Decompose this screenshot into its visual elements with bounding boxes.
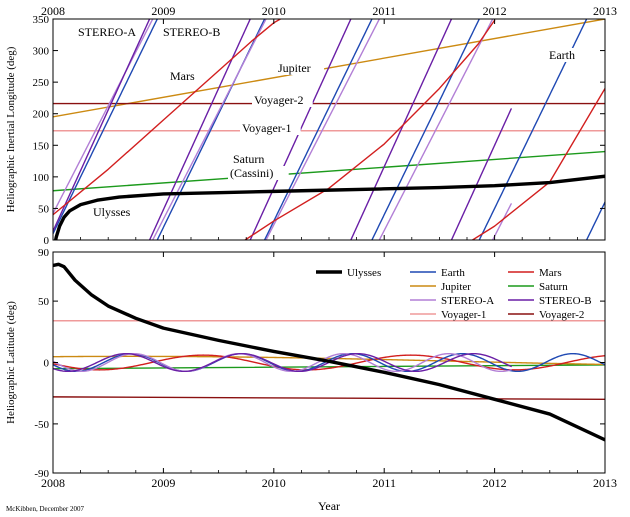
legend-label-voyager-2: Voyager-2 [539, 309, 584, 321]
y-tick-label: 0 [44, 358, 50, 370]
series-line-ulysses-1-8 [53, 262, 605, 442]
annotation-voyager-1: Voyager-1 [242, 121, 292, 135]
y-tick-label: -50 [34, 419, 49, 431]
annotation-bg-cassini [228, 166, 289, 180]
annotation-bg-stereo-b [161, 25, 216, 39]
series-line-stereo-a-0-5-seg4 [491, 203, 512, 240]
x-tick-label: 2009 [151, 4, 175, 18]
legend-label-saturn: Saturn [539, 281, 568, 293]
annotation-bg-jupiter [276, 61, 325, 75]
series-line-stereo-a-0-5-seg1 [152, 19, 267, 240]
legend-label-jupiter: Jupiter [441, 281, 471, 293]
x-tick-label: 2011 [372, 4, 396, 18]
annotation-bg-voyager-1 [240, 121, 301, 135]
series-line-stereo-a-0-5-seg0 [53, 19, 154, 215]
y-tick-label: 150 [33, 140, 50, 152]
annotation-stereo-b: STEREO-B [163, 25, 220, 39]
series-line-mars-0-9 [471, 87, 605, 240]
annotation-jupiter: Jupiter [278, 61, 311, 75]
longitude-panel: 2008 2009 2010 2011 2012 2013 0 50 100 150 200 250 3… [5, 4, 617, 247]
y-tick-label: -90 [34, 468, 49, 480]
legend: Ulysses Earth Mars Jupiter Saturn STEREO-A STE… [316, 267, 592, 321]
series-line-stereo-b-1-7 [53, 352, 512, 373]
series-line-earth-0-4-seg2 [263, 19, 373, 240]
annotation-cassini: (Cassini) [230, 166, 273, 180]
legend-label-earth: Earth [441, 267, 465, 279]
annotation-bg-mars [168, 69, 198, 83]
annotation-bg-saturn [231, 152, 273, 166]
y-tick-label: 350 [33, 14, 50, 26]
y-tick-label: 100 [33, 172, 50, 184]
x-tick-label: 2009 [151, 476, 175, 490]
series-line-stereo-b-0-6-seg4 [450, 108, 512, 240]
annotation-bg-ulysses [91, 205, 140, 219]
x-tick-label: 2010 [262, 4, 286, 18]
legend-label-stereo-b: STEREO-B [539, 295, 592, 307]
series-line-stereo-a-0-5-seg3 [378, 19, 494, 240]
annotation-mars: Mars [170, 69, 195, 83]
legend-label-voyager-1: Voyager-1 [441, 309, 486, 321]
annotation-stereo-a: STEREO-A [78, 25, 136, 39]
y-tick-label: 50 [38, 296, 50, 308]
y-tick-label: 200 [33, 109, 50, 121]
series-line-stereo-b-0-6-seg3 [350, 19, 453, 240]
x-tick-label: 2012 [483, 476, 507, 490]
x-tick-label: 2011 [372, 476, 396, 490]
annotation-bg-earth [547, 48, 583, 62]
series-line-mars-0-7 [53, 19, 282, 216]
plot-area-1 [53, 262, 605, 442]
x-tick-label: 2008 [41, 476, 65, 490]
series-line-stereo-a-0-5-seg2 [265, 19, 381, 240]
series-line-mars-1-4 [53, 354, 605, 371]
annotation-saturn: Saturn [233, 152, 264, 166]
legend-label-ulysses: Ulysses [347, 267, 381, 279]
series-line-ulysses-0-10 [53, 174, 605, 240]
x-axis-label: Year [318, 499, 340, 513]
y-tick-label: 0 [44, 235, 50, 247]
series-line-voyager-2-1-1 [53, 396, 605, 401]
annotation-bg-voyager-2 [252, 93, 313, 107]
y-tick-label: 90 [38, 247, 50, 259]
y-axis-label: Heliographic Latitude (deg) [5, 301, 17, 424]
legend-label-mars: Mars [539, 267, 562, 279]
x-tick-label: 2010 [262, 476, 286, 490]
legend-label-stereo-a: STEREO-A [441, 295, 494, 307]
series-line-mars-0-8 [244, 19, 496, 240]
latitude-panel: 2008 2009 2010 2011 2012 2013 -90 -50 0 50 90 Helio… [5, 247, 617, 513]
series-line-stereo-b-0-6-seg1 [148, 19, 251, 240]
y-axis-label: Heliographic Inertial Longitude (deg) [5, 46, 17, 212]
series-line-saturn-0-3 [53, 150, 605, 192]
annotation-ulysses: Ulysses [93, 205, 131, 219]
y-tick-label: 50 [38, 203, 50, 215]
series-line-stereo-b-0-6-seg0 [53, 19, 151, 232]
x-tick-label: 2013 [593, 476, 617, 490]
x-tick-label: 2008 [41, 4, 65, 18]
series-line-earth-0-4-seg5 [585, 201, 605, 240]
credit-text: McKibben, December 2007 [6, 505, 84, 513]
series-line-earth-0-4-seg0 [53, 19, 158, 235]
y-tick-label: 300 [33, 46, 50, 58]
x-tick-label: 2013 [593, 4, 617, 18]
y-tick-label: 250 [33, 77, 50, 89]
annotation-voyager-2: Voyager-2 [254, 93, 304, 107]
series-line-saturn-1-2 [53, 364, 605, 370]
annotation-bg-stereo-a [76, 25, 131, 39]
x-tick-label: 2012 [483, 4, 507, 18]
series-line-earth-0-4-seg3 [371, 19, 480, 240]
annotation-earth: Earth [549, 48, 575, 62]
